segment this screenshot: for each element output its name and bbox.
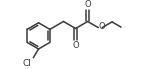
- Text: O: O: [99, 22, 105, 31]
- Text: O: O: [84, 0, 91, 9]
- Text: Cl: Cl: [23, 59, 32, 68]
- Text: O: O: [72, 41, 79, 50]
